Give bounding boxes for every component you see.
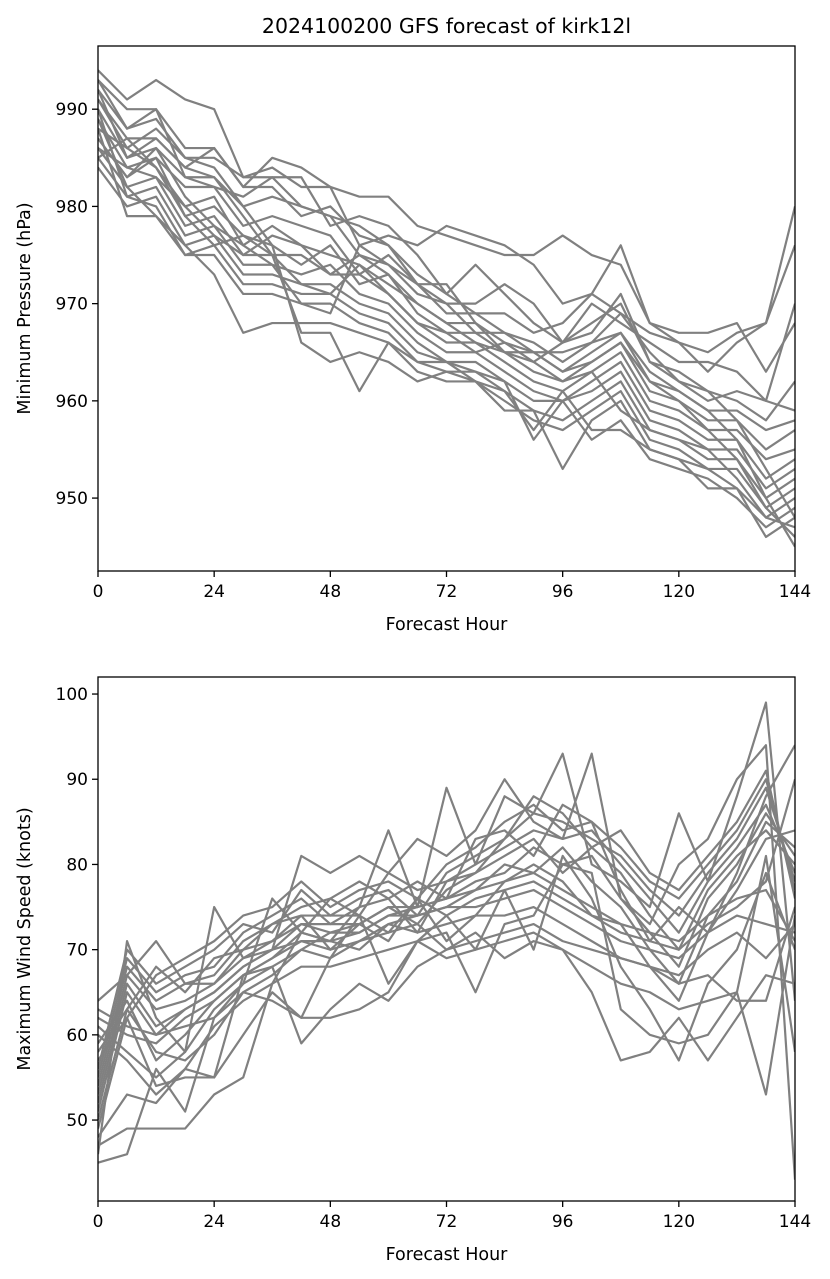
wind-series-line-19 xyxy=(98,871,795,1036)
wind-series-line-7 xyxy=(98,829,795,1112)
pressure-x-tick-label: 144 xyxy=(779,582,811,602)
pressure-series-line-18 xyxy=(98,137,795,538)
pressure-y-tick-label: 980 xyxy=(56,197,88,217)
pressure-y-tick-label: 960 xyxy=(56,392,88,412)
wind-series-line-13 xyxy=(98,778,795,1062)
pressure-x-tick-label: 0 xyxy=(93,582,104,602)
pressure-series-line-19 xyxy=(98,147,795,548)
wind-y-axis-label: Maximum Wind Speed (knots) xyxy=(15,807,35,1070)
wind-y-tick-label: 90 xyxy=(66,770,88,790)
wind-x-tick-label: 48 xyxy=(320,1212,342,1232)
wind-y-tick-label: 60 xyxy=(66,1026,88,1046)
wind-y-tick-label: 80 xyxy=(66,855,88,875)
pressure-x-tick-label: 24 xyxy=(203,582,225,602)
wind-x-tick-label: 96 xyxy=(552,1212,574,1232)
wind-series-group xyxy=(98,701,795,1180)
pressure-series-line-16 xyxy=(98,89,795,539)
wind-x-axis-label: Forecast Hour xyxy=(386,1245,509,1265)
wind-y-tick-label: 70 xyxy=(66,941,88,961)
wind-x-tick-label: 0 xyxy=(93,1212,104,1232)
pressure-series-line-17 xyxy=(98,79,795,529)
wind-y-tick-label: 50 xyxy=(66,1111,88,1131)
wind-series-line-16 xyxy=(98,915,795,1096)
wind-y-tick-label: 100 xyxy=(56,685,88,705)
wind-series-line-18 xyxy=(98,888,795,1045)
pressure-series-line-1 xyxy=(98,69,795,373)
pressure-series-line-15 xyxy=(98,98,795,529)
wind-series-line-12 xyxy=(98,786,795,1070)
wind-series-line-14 xyxy=(98,769,795,1053)
pressure-y-tick-label: 950 xyxy=(56,489,88,509)
pressure-x-tick-label: 48 xyxy=(320,582,342,602)
pressure-chart-title: 2024100200 GFS forecast of kirk12l xyxy=(262,14,631,38)
wind-x-tick-label: 72 xyxy=(436,1212,458,1232)
pressure-series-line-20 xyxy=(98,137,795,519)
wind-x-tick-label: 120 xyxy=(663,1212,695,1232)
wind-series-line-2 xyxy=(98,744,795,1180)
pressure-series-line-4 xyxy=(98,98,795,402)
wind-x-tick-label: 144 xyxy=(779,1212,811,1232)
pressure-y-axis-label: Minimum Pressure (hPa) xyxy=(15,202,35,414)
pressure-series-group xyxy=(98,69,795,548)
pressure-x-axis-label: Forecast Hour xyxy=(386,615,509,635)
pressure-series-line-9 xyxy=(98,147,795,461)
wind-series-line-17 xyxy=(98,905,795,1079)
wind-panel: 0 24 48 72 96 120 144 50 60 70 80 90 100 Forecast Hou… xyxy=(15,676,811,1265)
pressure-x-tick-label: 120 xyxy=(663,582,695,602)
pressure-x-tick-label: 72 xyxy=(436,582,458,602)
wind-x-tick-label: 24 xyxy=(203,1212,225,1232)
pressure-y-tick-label: 970 xyxy=(56,295,88,315)
wind-series-line-20 xyxy=(98,778,795,1002)
pressure-panel: 0 24 48 72 96 120 144 950 960 970 980 990 Forecast H… xyxy=(15,14,811,635)
pressure-y-tick-label: 990 xyxy=(56,100,88,120)
pressure-x-tick-label: 96 xyxy=(552,582,574,602)
